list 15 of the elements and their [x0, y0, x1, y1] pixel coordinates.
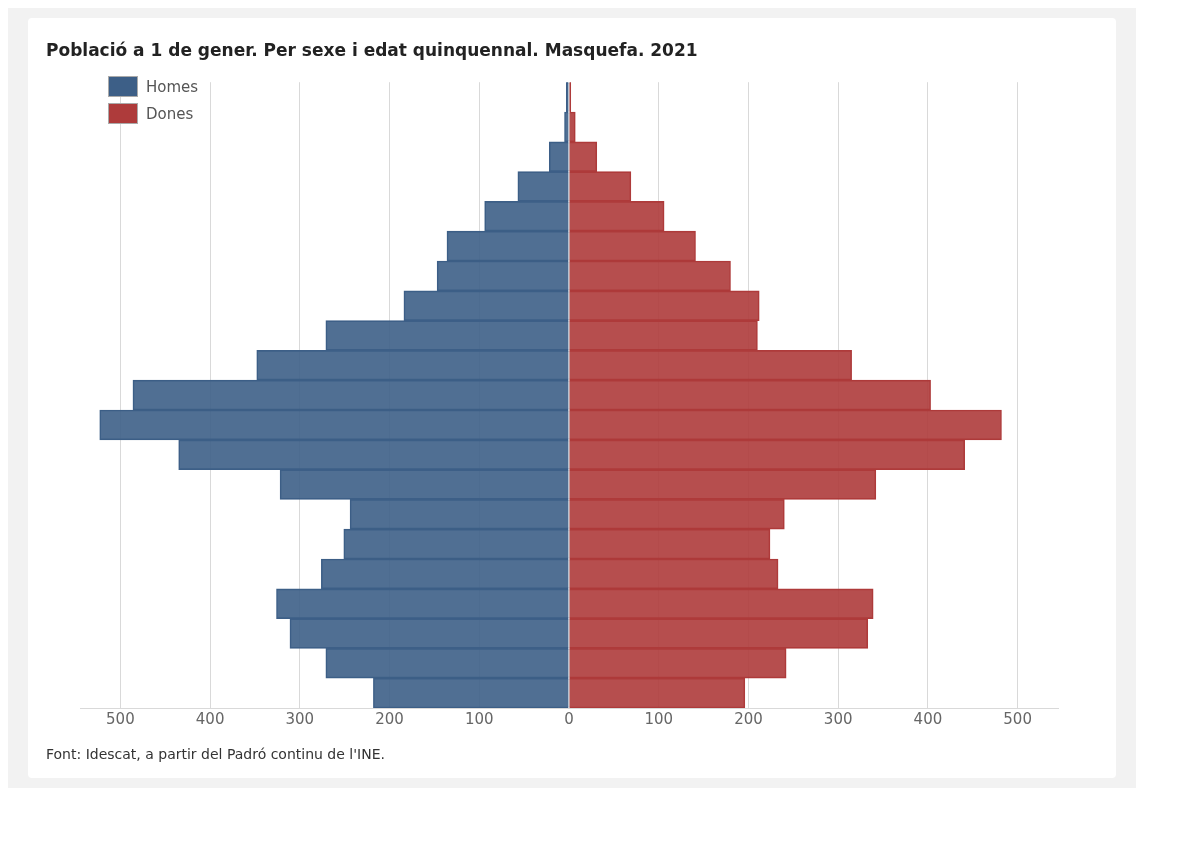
x-tick-label: 500 — [106, 709, 135, 728]
chart-title: Població a 1 de gener. Per sexe i edat quinquennal. Masquefa. 2021 — [46, 40, 699, 60]
x-tick-label: 400 — [913, 709, 943, 728]
x-tick-label: 100 — [644, 709, 674, 728]
x-tick-label: 300 — [285, 709, 315, 728]
x-tick-label: 100 — [464, 709, 494, 728]
x-tick-label: 200 — [375, 709, 404, 728]
x-tick-label: 0 — [564, 709, 574, 728]
text: Font: Idescat, a partir del Padró continu de l'INE. — [46, 746, 386, 762]
x-tick-label: 200 — [734, 709, 763, 728]
legend-label: Dones — [146, 104, 194, 123]
x-tick-label: 500 — [1003, 709, 1032, 728]
x-tick-label: 300 — [823, 709, 853, 728]
legend-label: Homes — [146, 77, 199, 96]
x-tick-label: 400 — [195, 709, 225, 728]
